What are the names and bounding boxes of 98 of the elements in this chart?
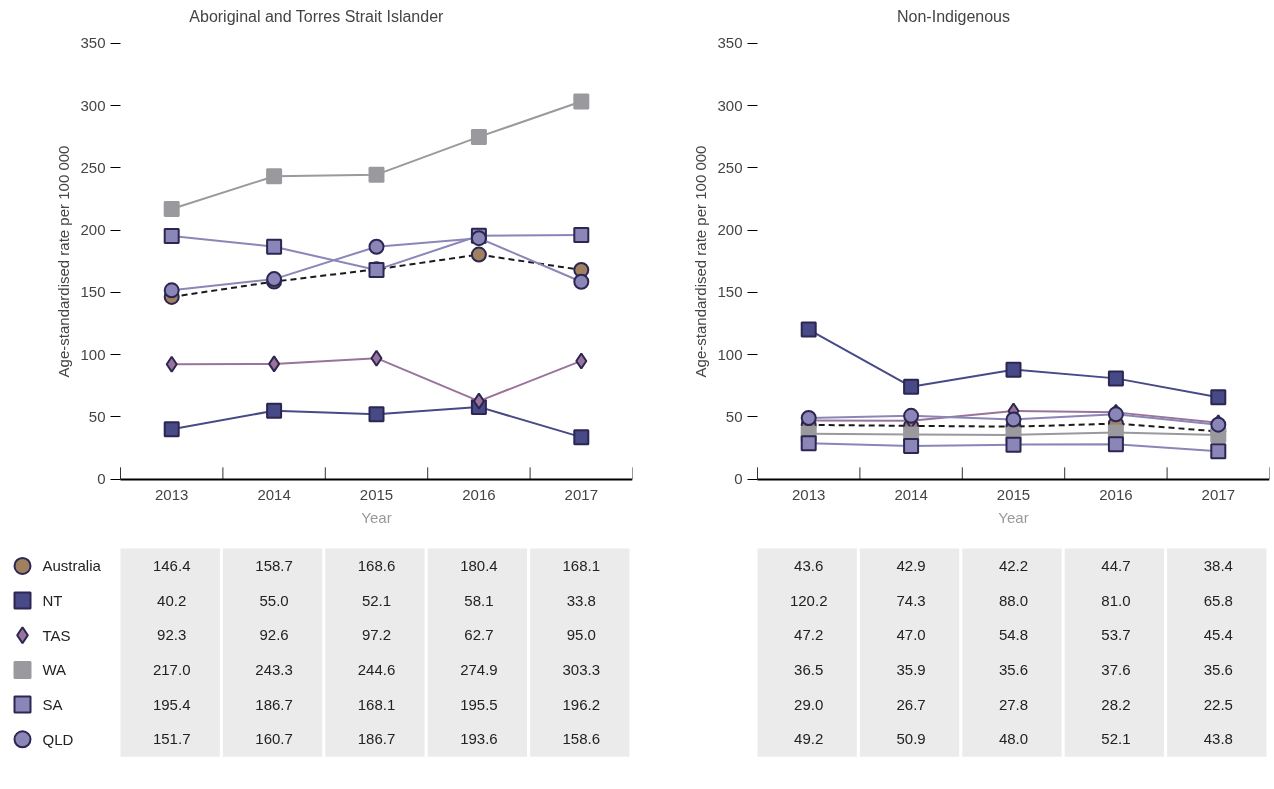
data-label: 38.4: [1203, 556, 1233, 574]
data-label: 47.0: [896, 626, 926, 644]
data-label: 81.0: [1101, 591, 1131, 609]
y-tick-label: 50: [725, 407, 743, 425]
legend-label: SA: [42, 696, 63, 714]
y-tick-label: 0: [97, 470, 106, 488]
data-label: 27.8: [998, 695, 1029, 713]
y-tick-label: 350: [80, 34, 106, 52]
y-tick-label: 100: [80, 345, 106, 363]
data-label: 180.4: [460, 556, 498, 574]
x-tick-label: 2017: [1201, 486, 1235, 504]
legend-label: NT: [42, 592, 63, 610]
y-tick-label: 300: [717, 96, 743, 114]
data-label: 43.6: [794, 556, 824, 574]
data-label: 92.6: [259, 626, 289, 644]
data-label: 36.5: [794, 660, 824, 678]
data-label: 53.7: [1101, 626, 1131, 644]
y-tick-label: 200: [717, 221, 743, 239]
x-tick-label: 2015: [359, 486, 394, 504]
data-label: 88.0: [998, 591, 1029, 609]
data-label: 55.0: [259, 591, 289, 609]
legend-label: QLD: [42, 730, 74, 748]
data-label: 47.2: [794, 626, 824, 644]
data-label: 195.4: [152, 695, 191, 713]
data-label: 120.2: [789, 591, 828, 609]
x-axis-title: Year: [361, 508, 392, 526]
data-label: 168.1: [562, 556, 601, 574]
data-label: 65.8: [1203, 591, 1233, 609]
data-label: 29.0: [794, 695, 824, 713]
data-label: 54.8: [998, 626, 1029, 644]
data-label: 168.1: [357, 695, 396, 713]
y-axis-title: Age-standardised rate per 100 000: [692, 145, 710, 378]
data-label: 303.3: [562, 660, 601, 678]
data-label: 95.0: [566, 626, 596, 644]
data-label: 44.7: [1101, 556, 1131, 574]
data-label: 74.3: [896, 591, 926, 609]
data-label: 186.7: [255, 695, 293, 713]
x-tick-label: 2017: [564, 486, 598, 504]
data-label: 43.8: [1203, 730, 1233, 748]
data-label: 168.6: [357, 556, 396, 574]
x-tick-label: 2016: [1099, 486, 1133, 504]
y-axis-title: Age-standardised rate per 100 000: [55, 145, 73, 378]
data-label: 35.6: [998, 660, 1029, 678]
data-label: 40.2: [157, 591, 187, 609]
data-label: 49.2: [794, 730, 824, 748]
data-label: 28.2: [1101, 695, 1131, 713]
data-label: 193.6: [460, 730, 498, 748]
y-tick-label: 50: [88, 407, 106, 425]
data-label: 195.5: [460, 695, 498, 713]
x-axis-title: Year: [998, 508, 1029, 526]
data-label: 151.7: [152, 730, 191, 748]
data-label: 243.3: [255, 660, 293, 678]
data-label: 217.0: [152, 660, 191, 678]
x-tick-label: 2015: [996, 486, 1031, 504]
x-tick-label: 2013: [155, 486, 189, 504]
data-label: 26.7: [896, 695, 926, 713]
data-label: 62.7: [464, 626, 494, 644]
x-tick-label: 2013: [792, 486, 826, 504]
data-label: 92.3: [157, 626, 187, 644]
data-label: 22.5: [1203, 695, 1233, 713]
y-tick-label: 150: [80, 283, 106, 301]
legend-label: TAS: [42, 626, 71, 644]
y-tick-label: 250: [717, 158, 743, 176]
data-label: 158.6: [562, 730, 601, 748]
data-label: 158.7: [255, 556, 293, 574]
legend-label: Australia: [42, 557, 102, 575]
y-tick-label: 250: [80, 158, 106, 176]
data-label: 42.2: [998, 556, 1029, 574]
data-label: 146.4: [152, 556, 191, 574]
y-tick-label: 300: [80, 96, 106, 114]
y-tick-label: 200: [80, 221, 106, 239]
x-tick-label: 2016: [462, 486, 496, 504]
data-label: 52.1: [361, 591, 392, 609]
data-label: 42.9: [896, 556, 926, 574]
data-label: 244.6: [357, 660, 396, 678]
data-label: 50.9: [896, 730, 926, 748]
data-label: 35.6: [1203, 660, 1233, 678]
data-label: 52.1: [1101, 730, 1131, 748]
legend-label: WA: [42, 661, 67, 679]
data-label: 35.9: [896, 660, 926, 678]
data-label: 45.4: [1203, 626, 1233, 644]
data-label: 58.1: [464, 591, 494, 609]
data-label: 37.6: [1101, 660, 1131, 678]
y-tick-label: 350: [717, 34, 743, 52]
data-label: 196.2: [562, 695, 601, 713]
data-label: 97.2: [361, 626, 392, 644]
y-tick-label: 100: [717, 345, 743, 363]
chart-title: Non-Indigenous: [897, 7, 1010, 25]
chart-title: Aboriginal and Torres Strait Islander: [189, 7, 445, 25]
data-label: 33.8: [566, 591, 596, 609]
data-label: 186.7: [357, 730, 396, 748]
y-tick-label: 0: [734, 470, 743, 488]
x-tick-label: 2014: [894, 486, 928, 504]
x-tick-label: 2014: [257, 486, 291, 504]
y-tick-label: 150: [717, 283, 743, 301]
data-label: 274.9: [460, 660, 498, 678]
data-label: 48.0: [998, 730, 1029, 748]
data-label: 160.7: [255, 730, 293, 748]
